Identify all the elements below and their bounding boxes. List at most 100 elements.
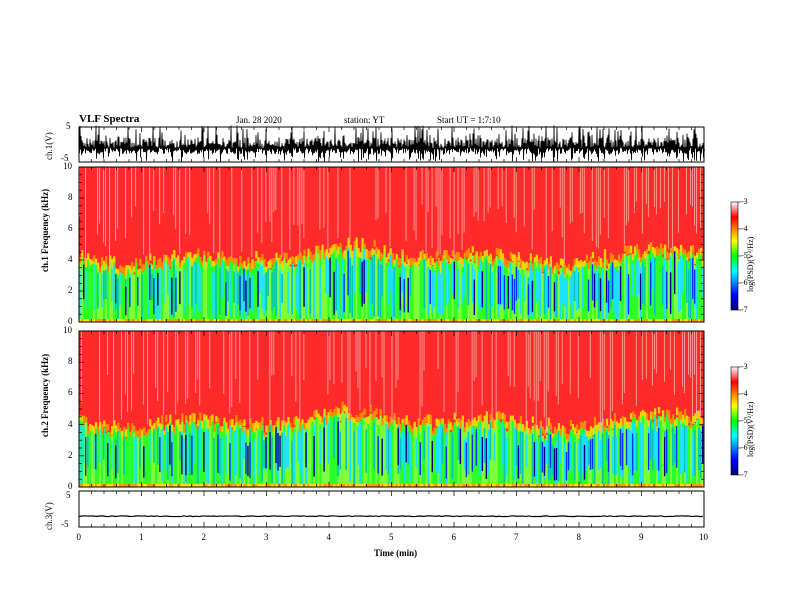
ch1-spec-column [459, 319, 462, 322]
ch2-spec-column [669, 424, 673, 487]
ch2-spec-column [201, 484, 204, 487]
ch2-spec-column [113, 420, 116, 430]
ch1-spec-column [685, 260, 688, 303]
ch2-spec-column [139, 484, 142, 487]
ch2-spec-column [697, 428, 700, 471]
ch2-spec-column [431, 441, 433, 473]
ch2-spec-column [137, 437, 140, 487]
ch1-spec-column [113, 256, 116, 268]
ch1-spec-column [151, 319, 154, 322]
ch2-spec-column [361, 418, 364, 487]
ch2-spec-column [591, 484, 595, 487]
ch1-spec-column [445, 319, 448, 322]
ch1-spec-column [475, 167, 477, 212]
ch2-spec-column [265, 425, 268, 433]
ch1-spec-column [491, 260, 494, 269]
ch1-spec-column [131, 319, 134, 322]
ch2-spec-column [677, 411, 681, 423]
ch2-spec-column [81, 331, 83, 403]
ch2-spec-column [105, 432, 108, 487]
ch1-spec-column [575, 257, 579, 267]
ch2-spec-column [155, 429, 158, 487]
ch2-spec-column [457, 418, 460, 426]
ch2-spec-column [375, 331, 377, 381]
ch1-spec-column [637, 249, 641, 259]
ch2-spec-column [595, 424, 599, 437]
ch1-spec-column [645, 167, 647, 205]
ch2-spec-column [137, 430, 140, 439]
ch2-spec-column [691, 434, 694, 478]
ch1-spec-column [285, 252, 288, 259]
ch1-spec-column [285, 262, 288, 322]
ch2-spec-column [459, 484, 462, 487]
ch2-spec-column [449, 422, 452, 431]
ch1-spec-column [563, 277, 566, 307]
ch1-spec-column [259, 264, 261, 294]
ch2-spec-column [177, 419, 180, 430]
ch2-spec-column [223, 331, 225, 394]
ch1-spec-column [641, 261, 644, 304]
ch2-spec-column [155, 420, 158, 431]
ch1-spec-column [599, 167, 601, 235]
ch1-spec-column [511, 274, 514, 311]
ch1-spec-column [403, 279, 405, 313]
ch1-spec-column [599, 278, 602, 312]
ch1-spec-column [303, 249, 306, 259]
ch2-spec-column [585, 436, 588, 471]
ch1-spec-column [693, 319, 697, 322]
ch2-spec-column [307, 427, 310, 487]
ch1-spec-column [337, 319, 340, 322]
ch2-spec-column [495, 331, 497, 416]
ch2-spec-column [171, 484, 174, 487]
ch1-spec-column [495, 247, 498, 255]
ch2-spec-column [201, 428, 204, 487]
ch1-spec-column [99, 266, 102, 277]
ch1-spec-column [205, 319, 208, 322]
ch2-spec-column [143, 427, 146, 434]
ch1-spec-column [475, 319, 478, 322]
ch1-spec-column [619, 258, 623, 268]
ch2-spec-column [89, 484, 92, 487]
ch2-spec-column [171, 442, 173, 477]
ch1-spec-column [635, 260, 638, 298]
ch1-spec-column [631, 253, 635, 263]
ch1-spec-column [537, 259, 541, 270]
ch2-spec-column [155, 331, 157, 388]
ch2-spec-column [647, 420, 651, 431]
ch2-spec-column [557, 430, 560, 482]
ch1-spec-column [587, 261, 591, 271]
ch2-spec-column [505, 421, 508, 429]
ch1-spec-column [279, 255, 282, 264]
ch1-spec-column [117, 319, 120, 322]
ch1-spec-column [313, 253, 316, 265]
ch2-spec-column [327, 331, 329, 395]
ch1-spec-column [657, 319, 661, 322]
ch2-spec-column [157, 417, 160, 429]
ch2-spec-column [577, 429, 581, 441]
ch1-spec-column [639, 273, 642, 310]
ch2-spec-column [245, 442, 247, 475]
ch2-spec-column [133, 331, 135, 374]
ch2-spec-column [695, 410, 699, 419]
ch1-spec-column [157, 259, 160, 268]
ch1-spec-column [293, 266, 296, 322]
ch2-spec-column [695, 419, 699, 487]
ch1-spec-column [675, 248, 679, 257]
ch2-spec-column [377, 436, 379, 474]
ch2-spec-column [301, 427, 303, 487]
ch2-spec-column [335, 415, 338, 487]
ch2-spec-column [499, 484, 502, 487]
ch1-spec-column [109, 319, 112, 322]
ch1-spec-column [395, 319, 398, 322]
ch1-spec-column [405, 263, 408, 322]
ch1-spec-column [695, 265, 698, 321]
ch1-spec-column [649, 241, 653, 254]
ch1-spec-column [579, 319, 583, 322]
ch1-spec-column [119, 319, 122, 322]
ch2-spec-column [557, 484, 561, 487]
ch1-spec-column [83, 264, 85, 300]
ch2-spec-column [127, 428, 130, 487]
ch1-spec-column [195, 262, 197, 304]
ch2-spec-column [387, 428, 390, 475]
ch2-spec-column [583, 420, 587, 433]
